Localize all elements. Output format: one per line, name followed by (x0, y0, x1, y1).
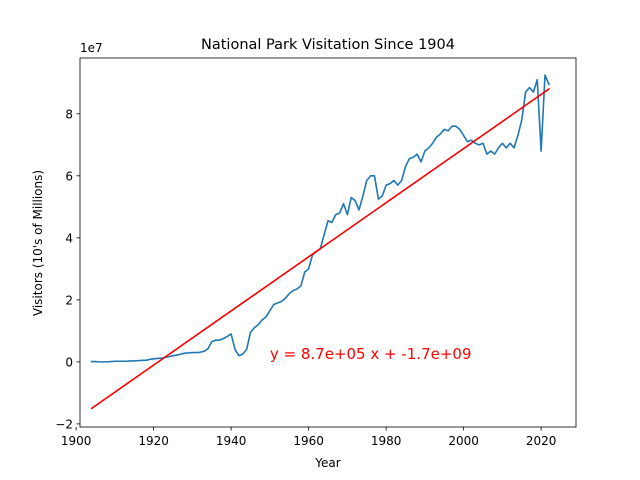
y-offset-label: 1e7 (80, 41, 103, 55)
y-tick-label: 8 (65, 107, 73, 121)
x-axis-title: Year (314, 456, 340, 470)
x-tick-label: 2000 (448, 434, 479, 448)
chart-title: National Park Visitation Since 1904 (201, 37, 455, 53)
x-tick-label: 1920 (138, 434, 169, 448)
series-group (90, 74, 550, 410)
x-tick-label: 1960 (293, 434, 324, 448)
plot-frame (79, 57, 577, 428)
axes: 1900 1920 1940 1960 1980 2000 2020 −2 0 2 4 6 8 (55, 57, 577, 448)
x-tick-label: 1900 (61, 434, 92, 448)
y-tick-label: 0 (65, 355, 73, 369)
y-tick-label: 6 (65, 169, 73, 183)
regression-equation: y = 8.7e+05 x + -1.7e+09 (270, 345, 472, 363)
plot-area: y = 8.7e+05 x + -1.7e+09 (90, 74, 550, 410)
y-tick-label: −2 (55, 417, 73, 431)
y-axis-title: Visitors (10's of Millions) (31, 170, 45, 316)
x-tick-label: 1980 (371, 434, 402, 448)
x-tick-label: 2020 (526, 434, 557, 448)
x-tick-label: 1940 (216, 434, 247, 448)
trendline (90, 87, 550, 410)
y-tick-label: 2 (65, 293, 73, 307)
y-tick-label: 4 (65, 231, 73, 245)
